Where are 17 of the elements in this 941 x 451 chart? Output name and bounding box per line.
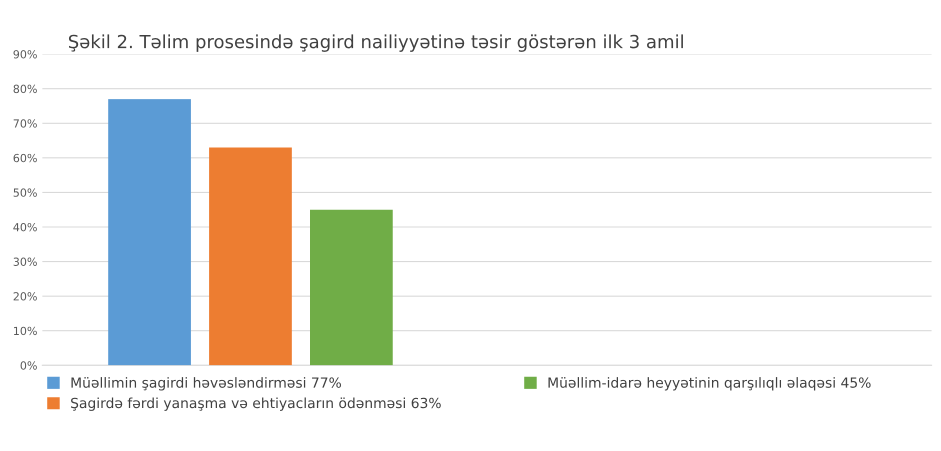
- y-tick-label: 70%: [14, 119, 37, 128]
- y-tick-label: 90%: [13, 50, 37, 58]
- y-tick-label: 0%: [20, 361, 37, 370]
- legend-label: Müəllim-idarə heyyətinin qarşılıqlı əlaqəsi 45%: [548, 377, 871, 391]
- y-tick-label: 50%: [14, 188, 37, 197]
- y-tick-label: 30%: [14, 258, 37, 266]
- y-tick-label: 20%: [14, 292, 37, 301]
- chart-title: Şəkil 2. Təlim prosesində şagird nailiyyətinə təsir göstərən ilk 3 amil: [68, 34, 683, 52]
- legend-label: Müəllimin şagirdi həvəsləndirməsi 77%: [71, 377, 341, 391]
- bar: [108, 99, 191, 366]
- legend-label: Şagirdə fərdi yanaşma və ehtiyacların ödənməsi 63%: [71, 397, 441, 411]
- bar: [310, 210, 393, 366]
- bar: [209, 147, 292, 366]
- y-tick-label: 40%: [13, 222, 37, 232]
- y-tick-label: 10%: [14, 326, 37, 336]
- y-tick-label: 60%: [14, 154, 37, 162]
- y-tick-label: 80%: [14, 84, 37, 94]
